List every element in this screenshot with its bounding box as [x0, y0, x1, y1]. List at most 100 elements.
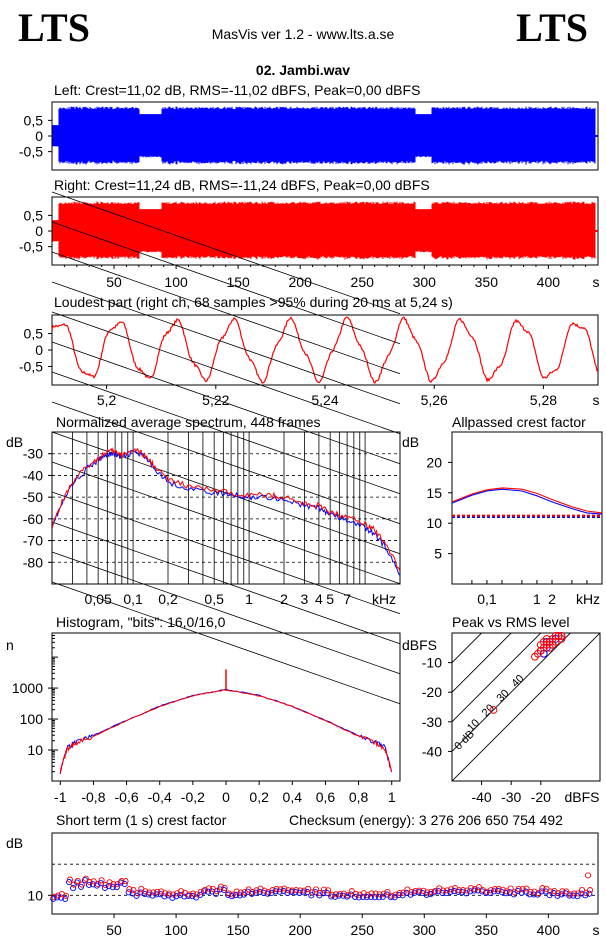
x-tick-label: 7 — [343, 591, 351, 607]
short-term-point-left — [526, 891, 533, 898]
short-term-point-left — [558, 891, 565, 898]
short-term-point-right — [372, 890, 379, 897]
short-term-point-right — [98, 877, 105, 884]
x-tick-label: 400 — [537, 922, 561, 938]
allpassed-series-0 — [451, 488, 603, 515]
short-term-point-left — [578, 890, 585, 897]
short-term-point-left — [542, 888, 549, 895]
short-term-point-left — [522, 888, 529, 895]
allpassed-frame — [451, 431, 603, 585]
x-tick-label: 250 — [351, 274, 375, 290]
short-term-point-left — [304, 889, 311, 896]
spectrum-title: Normalized average spectrum, 448 frames — [56, 414, 321, 430]
short-term-point-right — [515, 885, 522, 892]
allpassed-y-label: dB — [402, 434, 419, 450]
short-term-point-right — [344, 892, 351, 899]
x-tick-label: 1 — [533, 591, 541, 607]
short-term-point-right — [547, 888, 554, 895]
spectrum-slope-line — [51, 461, 401, 585]
short-term-point-right — [352, 890, 359, 897]
x-tick-label: 0 — [222, 789, 230, 805]
x-tick-label: 0,05 — [85, 591, 112, 607]
crest-diagonal-label: 30 — [495, 687, 512, 704]
short-term-point-left — [443, 890, 450, 897]
short-term-point-right — [328, 891, 335, 898]
peak-vs-rms-title: Peak vs RMS level — [452, 614, 569, 630]
peak-rms-point — [557, 632, 566, 640]
y-tick-label: 0,5 — [24, 207, 44, 223]
x-tick-label: 50 — [106, 922, 122, 938]
short-term-point-left — [268, 889, 275, 896]
short-term-point-left — [149, 892, 156, 899]
short-term-point-right — [380, 890, 387, 897]
peak-rms-point — [489, 706, 498, 714]
short-term-point-left — [439, 889, 446, 897]
short-term-point-left — [113, 884, 120, 891]
short-term-point-left — [70, 885, 77, 892]
short-term-point-left — [205, 888, 212, 895]
histogram-series-0 — [59, 688, 393, 775]
short-term-point-left — [483, 889, 490, 897]
short-term-point-left — [62, 895, 69, 903]
x-tick-label: 350 — [475, 274, 499, 290]
short-term-point-right — [185, 891, 193, 898]
short-term-point-right — [78, 881, 85, 888]
short-term-point-right — [324, 887, 332, 894]
x-tick-label: -0,4 — [148, 789, 172, 805]
y-tick-label: 1000 — [12, 680, 43, 696]
short-term-point-left — [518, 889, 525, 896]
y-tick-label: -80 — [23, 554, 43, 570]
y-tick-label: -60 — [23, 511, 43, 527]
x-tick-label: 150 — [226, 274, 250, 290]
x-tick-label: 1 — [245, 591, 253, 607]
short-term-point-right — [495, 885, 502, 892]
short-term-point-left — [486, 889, 494, 896]
short-term-point-right — [217, 883, 224, 890]
spectrum-y-label: dB — [6, 434, 23, 450]
short-term-point-right — [237, 889, 244, 896]
short-term-point-left — [169, 894, 176, 901]
short-term-point-right — [126, 886, 133, 893]
short-term-point-left — [332, 893, 339, 900]
x-tick-label: 5,28 — [530, 392, 557, 408]
x-tick-label: 2 — [548, 591, 556, 607]
short-term-point-right — [384, 888, 391, 896]
short-term-point-right — [233, 888, 240, 895]
short-term-point-left — [320, 890, 327, 897]
spectrum-slope-line — [51, 341, 401, 465]
short-term-point-right — [320, 886, 328, 893]
short-term-point-right — [459, 887, 467, 894]
y-tick-label: 10 — [27, 887, 43, 903]
x-tick-label: 5,22 — [202, 392, 229, 408]
crest-diagonal — [452, 633, 483, 664]
short-term-point-right — [392, 891, 399, 898]
short-term-point-right — [305, 885, 312, 892]
short-term-point-right — [587, 887, 594, 894]
x-tick-label: 5 — [326, 591, 334, 607]
short-term-point-right — [289, 887, 296, 894]
histogram-y-label: n — [6, 637, 14, 653]
x-tick-label: -0,8 — [81, 789, 105, 805]
x-tick-label: 350 — [475, 922, 499, 938]
short-term-point-left — [236, 892, 243, 899]
short-term-point-right — [368, 890, 375, 897]
spectrum-slope-line — [51, 251, 401, 375]
crest-diagonal-label: 40 — [509, 673, 526, 690]
short-term-point-right — [281, 885, 288, 892]
y-tick-label: 0 — [35, 223, 43, 239]
y-tick-label: -0,5 — [19, 358, 43, 374]
x-tick-label: 0,6 — [316, 789, 336, 805]
x-tick-label: 200 — [289, 922, 313, 938]
short-term-point-right — [499, 886, 506, 893]
short-term-point-right — [491, 886, 498, 893]
short-term-point-right — [170, 891, 177, 898]
spectrum-slope-line — [51, 281, 401, 405]
checksum-label: Checksum (energy): 3 276 206 650 754 492 — [289, 812, 563, 828]
x-tick-label: 4 — [315, 591, 323, 607]
short-term-point-right — [475, 884, 482, 891]
short-term-point-right — [162, 890, 169, 897]
short-term-point-right — [205, 885, 212, 892]
y-tick-label: -70 — [23, 533, 43, 549]
short-term-point-left — [173, 893, 180, 900]
